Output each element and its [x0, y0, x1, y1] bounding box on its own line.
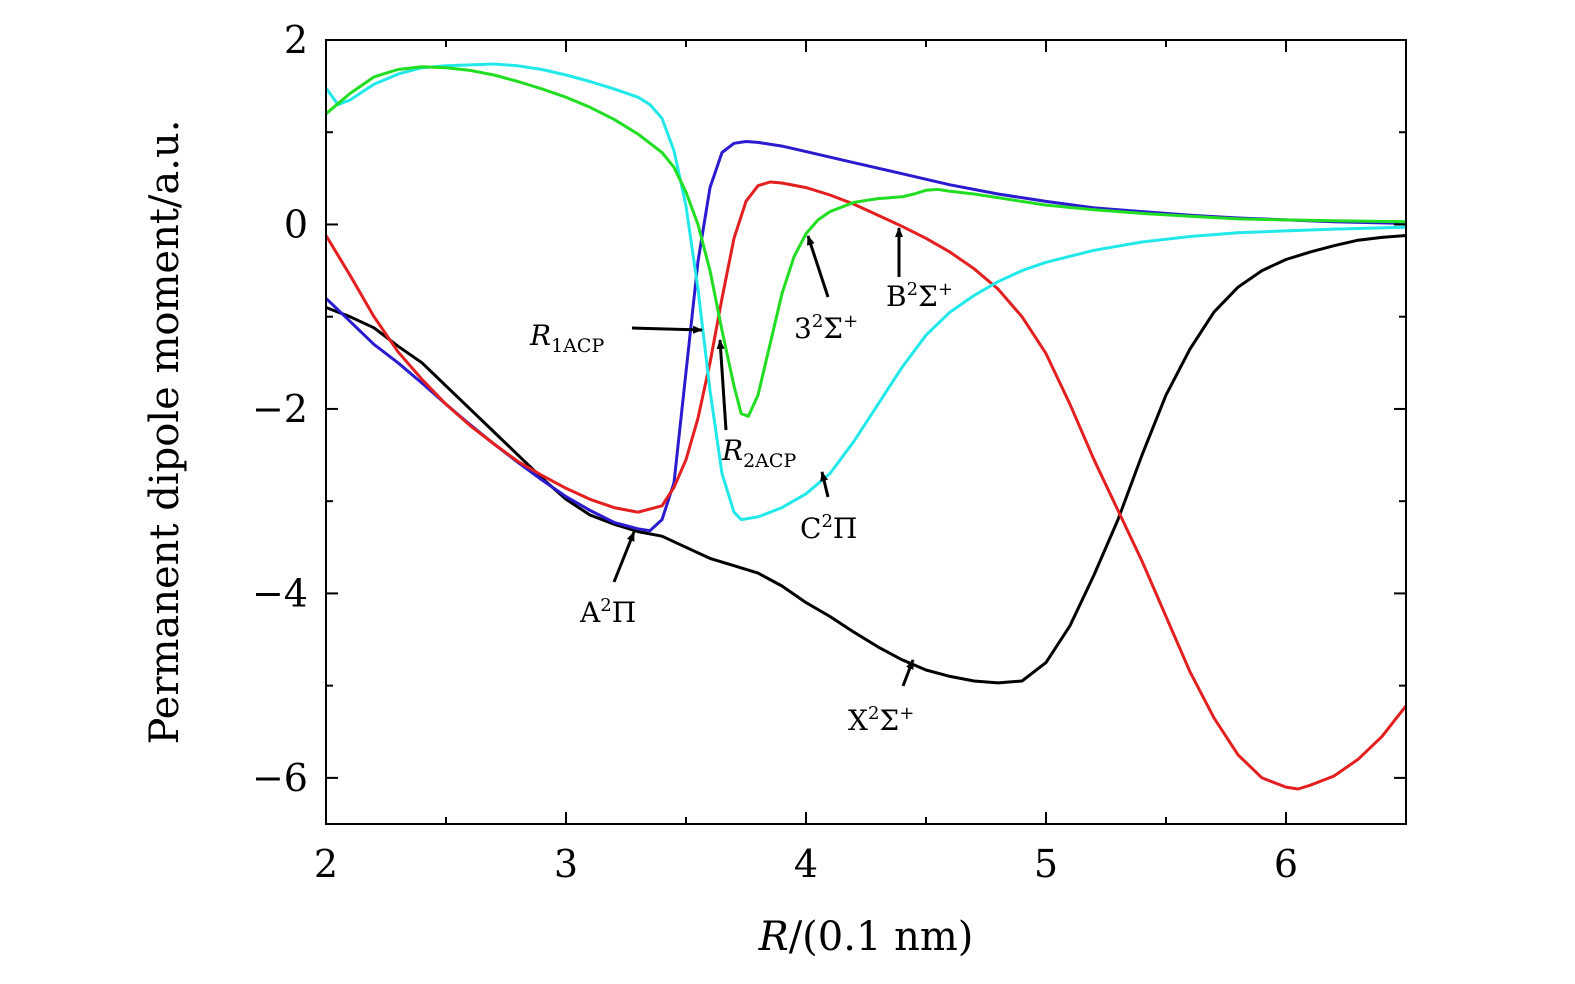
y-tick-label: −4 — [252, 571, 308, 615]
x-tick-label: 3 — [554, 842, 578, 886]
x-tick-label: 4 — [794, 842, 818, 886]
label-3-state: 32Σ+ — [794, 311, 858, 345]
y-tick-label: −2 — [252, 387, 308, 431]
series-layer — [324, 62, 1408, 791]
label-x-state: X2Σ+ — [848, 703, 914, 737]
series-line-2 — [324, 180, 1408, 791]
x-axis-unit: /(0.1 nm) — [789, 914, 974, 960]
arrow-r1acp — [631, 325, 703, 334]
arrow-3-state — [806, 235, 830, 298]
label-r1acp: R1ACP — [529, 319, 604, 357]
arrow-x-state — [901, 659, 915, 687]
x-axis-title: R/(0.1 nm) — [758, 914, 974, 960]
label-r2acp: R2ACP — [721, 434, 796, 472]
label-a-state: A2Π — [579, 595, 636, 629]
label-b-state: B2Σ+ — [886, 279, 953, 313]
ticks-layer: 2 3 4 5 6 2 0 −2 −4 −6 — [252, 18, 1407, 886]
arrow-a-state — [612, 531, 636, 583]
plot-frame — [325, 39, 1407, 825]
x-tick-label: 2 — [314, 842, 338, 886]
y-tick-label: −6 — [252, 756, 308, 800]
label-c-state: C2Π — [800, 511, 857, 545]
arrow-r2acp — [716, 339, 728, 431]
series-line-4 — [325, 65, 1407, 418]
series-line-0 — [325, 234, 1407, 685]
x-axis-variable: R — [758, 914, 789, 960]
series-line-3 — [324, 62, 1407, 522]
y-tick-label: 0 — [284, 202, 308, 246]
y-tick-label: 2 — [284, 18, 308, 62]
x-tick-label: 6 — [1274, 842, 1298, 886]
y-axis-title: Permanent dipole moment/a.u. — [142, 120, 188, 745]
x-tick-label: 5 — [1034, 842, 1058, 886]
arrow-c-state — [820, 471, 830, 498]
annotation-arrows — [612, 227, 915, 687]
